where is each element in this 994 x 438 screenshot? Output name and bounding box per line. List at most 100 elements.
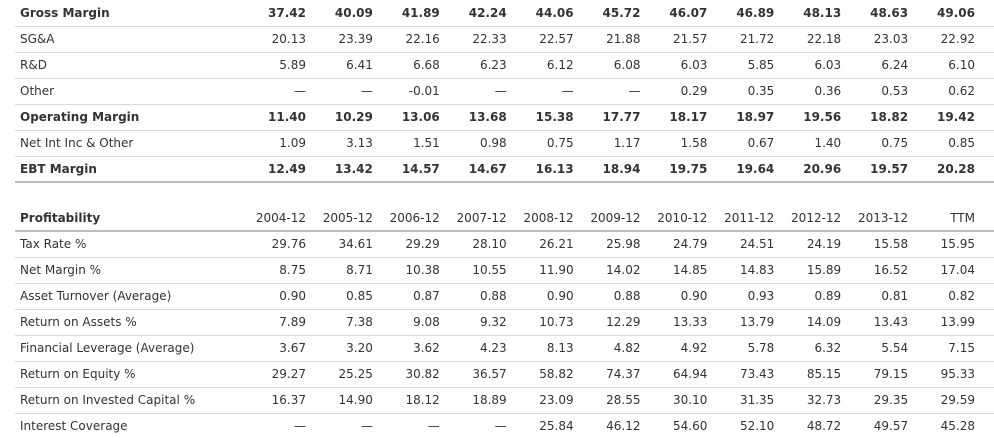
value-cell: 23.39 bbox=[338, 32, 373, 46]
value-cell: -0.01 bbox=[408, 84, 440, 98]
table-row: Gross Margin 37.42 40.09 41.89 42.24 44.06 45.… bbox=[15, 1, 994, 27]
value-cell: 73.43 bbox=[739, 367, 775, 381]
value-cell: 6.68 bbox=[413, 58, 440, 72]
value-cell: 0.81 bbox=[881, 289, 909, 303]
value-cell: 6.03 bbox=[680, 58, 708, 72]
value-cell: 85.15 bbox=[806, 367, 842, 381]
value-cell: 19.56 bbox=[803, 110, 842, 124]
value-cell: 23.09 bbox=[539, 393, 574, 407]
value-cell: 22.33 bbox=[472, 32, 507, 46]
value-cell: 5.89 bbox=[279, 58, 306, 72]
value-cell: 16.13 bbox=[535, 162, 574, 176]
row-label: Operating Margin bbox=[20, 110, 140, 124]
value-cell: 13.99 bbox=[940, 315, 975, 329]
value-cell: 22.92 bbox=[940, 32, 975, 46]
value-cell: 12.29 bbox=[606, 315, 641, 329]
value-cell: 24.79 bbox=[673, 237, 708, 251]
table-row: Net Margin % 8.75 8.71 10.38 10.55 11.90 14.02… bbox=[15, 258, 994, 284]
value-cell: 46.89 bbox=[736, 6, 775, 20]
value-cell: 25.25 bbox=[338, 367, 373, 381]
value-cell: 11.90 bbox=[539, 263, 574, 277]
value-cell: 54.60 bbox=[673, 419, 708, 433]
value-cell: 29.76 bbox=[271, 237, 306, 251]
column-header: 2011-12 bbox=[724, 211, 775, 225]
value-cell: 49.57 bbox=[873, 419, 909, 433]
value-cell: 4.23 bbox=[479, 341, 507, 355]
value-cell: — bbox=[427, 419, 440, 433]
table-row: Financial Leverage (Average) 3.67 3.20 3.62… bbox=[15, 336, 994, 362]
value-cell: 0.87 bbox=[413, 289, 440, 303]
value-cell: 17.04 bbox=[940, 263, 975, 277]
value-cell: 6.12 bbox=[546, 58, 574, 72]
value-cell: 0.62 bbox=[948, 84, 975, 98]
value-cell: 14.90 bbox=[338, 393, 373, 407]
value-cell: 0.67 bbox=[747, 136, 775, 150]
value-cell: 0.53 bbox=[881, 84, 909, 98]
value-cell: 14.09 bbox=[806, 315, 842, 329]
value-cell: 1.58 bbox=[680, 136, 708, 150]
value-cell: 21.88 bbox=[606, 32, 641, 46]
value-cell: 32.73 bbox=[806, 393, 842, 407]
value-cell: 0.90 bbox=[279, 289, 306, 303]
row-label: EBT Margin bbox=[20, 162, 97, 176]
value-cell: 12.49 bbox=[268, 162, 306, 176]
value-cell: 19.64 bbox=[736, 162, 775, 176]
column-header: 2013-12 bbox=[857, 211, 909, 225]
value-cell: 28.10 bbox=[472, 237, 507, 251]
value-cell: 0.85 bbox=[948, 136, 975, 150]
row-label: Return on Assets % bbox=[20, 315, 137, 329]
table-row: Return on Assets % 7.89 7.38 9.08 9.32 10.73 1… bbox=[15, 310, 994, 336]
value-cell: 46.07 bbox=[669, 6, 708, 20]
value-cell: 15.58 bbox=[873, 237, 909, 251]
value-cell: 13.42 bbox=[334, 162, 373, 176]
value-cell: 52.10 bbox=[739, 419, 775, 433]
value-cell: 0.90 bbox=[680, 289, 708, 303]
row-label: Other bbox=[20, 84, 55, 98]
value-cell: 1.40 bbox=[814, 136, 842, 150]
value-cell: 8.13 bbox=[546, 341, 574, 355]
column-header: TTM bbox=[950, 211, 975, 225]
value-cell: 18.94 bbox=[602, 162, 641, 176]
value-cell: 0.85 bbox=[346, 289, 373, 303]
value-cell: 18.12 bbox=[405, 393, 440, 407]
column-header: 2009-12 bbox=[590, 211, 641, 225]
column-header: 2005-12 bbox=[322, 211, 373, 225]
value-cell: 22.57 bbox=[539, 32, 574, 46]
row-label: Profitability bbox=[20, 211, 101, 225]
value-cell: 0.90 bbox=[546, 289, 574, 303]
value-cell: 15.89 bbox=[806, 263, 842, 277]
value-cell: 18.82 bbox=[870, 110, 909, 124]
row-label: Financial Leverage (Average) bbox=[20, 341, 195, 355]
value-cell: 14.85 bbox=[673, 263, 708, 277]
value-cell: 45.72 bbox=[602, 6, 641, 20]
value-cell: 21.57 bbox=[673, 32, 708, 46]
value-cell: — bbox=[628, 84, 641, 98]
value-cell: 24.19 bbox=[806, 237, 842, 251]
row-label: Return on Invested Capital % bbox=[20, 393, 196, 407]
value-cell: 24.51 bbox=[739, 237, 775, 251]
table-row: SG&A 20.13 23.39 22.16 22.33 22.57 21.88 21.57 2… bbox=[15, 27, 994, 53]
value-cell: 21.72 bbox=[739, 32, 775, 46]
value-cell: 5.54 bbox=[881, 341, 909, 355]
value-cell: 48.13 bbox=[803, 6, 842, 20]
value-cell: 58.82 bbox=[539, 367, 574, 381]
value-cell: — bbox=[294, 419, 306, 433]
value-cell: 5.78 bbox=[747, 341, 775, 355]
value-cell: 0.75 bbox=[881, 136, 909, 150]
row-label: Return on Equity % bbox=[20, 367, 136, 381]
value-cell: 6.08 bbox=[613, 58, 641, 72]
value-cell: — bbox=[494, 419, 507, 433]
value-cell: 19.57 bbox=[870, 162, 909, 176]
value-cell: 15.95 bbox=[940, 237, 975, 251]
value-cell: 6.03 bbox=[814, 58, 842, 72]
value-cell: 18.97 bbox=[736, 110, 775, 124]
value-cell: 42.24 bbox=[468, 6, 507, 20]
value-cell: 0.88 bbox=[479, 289, 507, 303]
value-cell: 3.20 bbox=[346, 341, 373, 355]
column-header: 2006-12 bbox=[389, 211, 440, 225]
value-cell: 25.98 bbox=[606, 237, 641, 251]
value-cell: 28.55 bbox=[606, 393, 641, 407]
value-cell: 48.63 bbox=[870, 6, 909, 20]
value-cell: 37.42 bbox=[268, 6, 306, 20]
value-cell: 6.41 bbox=[346, 58, 373, 72]
